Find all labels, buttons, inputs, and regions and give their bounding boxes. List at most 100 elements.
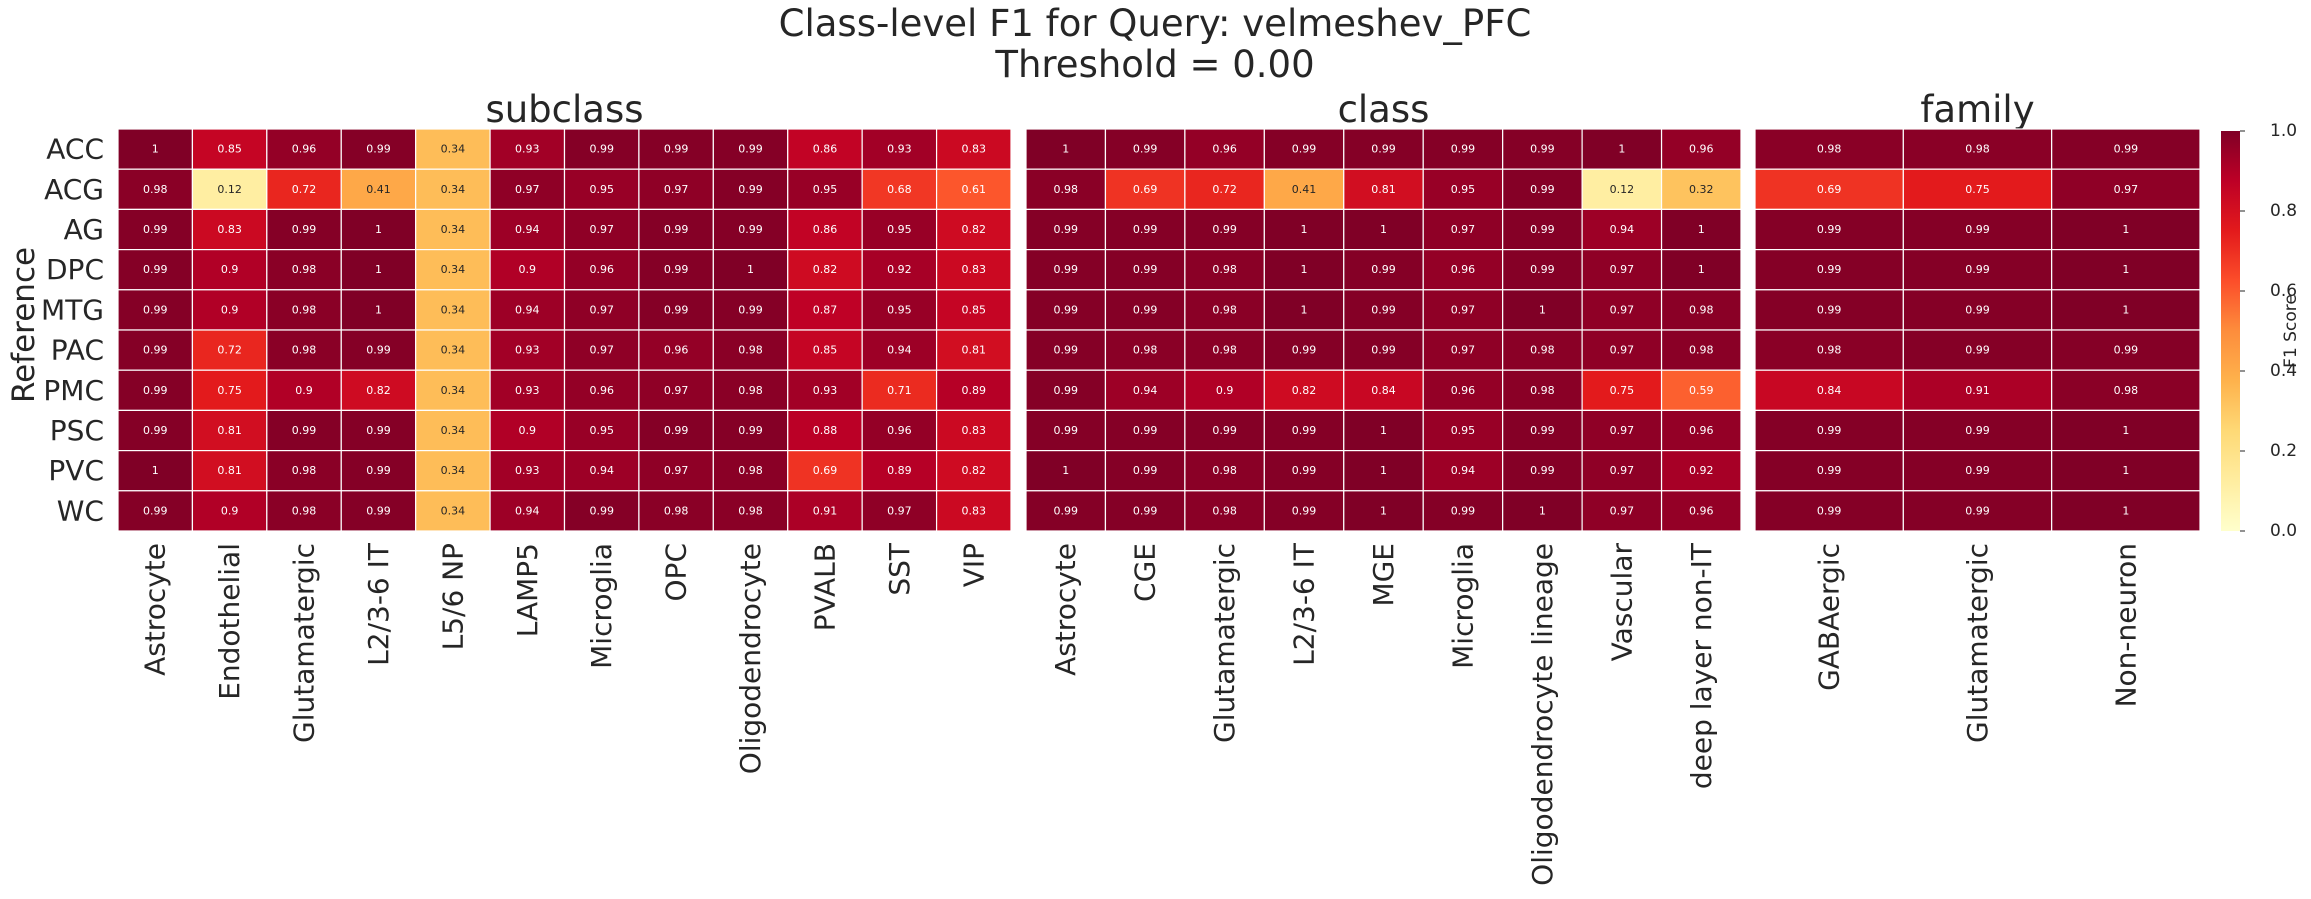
heatmap-cell (861, 168, 938, 210)
cell-value-label: 0.99 (143, 344, 168, 357)
cell-value-label: 0.94 (515, 303, 540, 316)
cell-value-label: 0.98 (292, 303, 317, 316)
heatmap-cell (1902, 450, 2053, 492)
cell-value-label: 0.85 (962, 303, 987, 316)
cell-value-label: 0.34 (441, 424, 466, 437)
cell-value-label: 0.97 (589, 344, 614, 357)
cell-value-label: 0.97 (1610, 263, 1635, 276)
column-label: OPC (660, 543, 693, 601)
cell-value-label: 1 (2122, 223, 2129, 236)
cell-value-label: 0.81 (217, 464, 242, 477)
cell-value-label: 0.99 (366, 464, 391, 477)
cell-value-label: 0.93 (515, 384, 540, 397)
cell-value-label: 0.99 (143, 263, 168, 276)
cell-value-label: 1 (375, 223, 382, 236)
cell-value-label: 0.99 (1451, 504, 1476, 517)
heatmap-cell (712, 168, 789, 210)
heatmap-cell (787, 128, 863, 170)
cell-value-label: 0.96 (1451, 384, 1476, 397)
cell-value-label: 0.81 (962, 344, 987, 357)
heatmap-cell (415, 409, 491, 452)
heatmap-cell (1343, 490, 1424, 532)
heatmap-cell (489, 369, 566, 412)
cell-value-label: 0.97 (2114, 183, 2139, 196)
cell-value-label: 0.99 (1530, 183, 1555, 196)
column-label: LAMP5 (511, 543, 544, 637)
heatmap-cell (861, 450, 938, 492)
cell-value-label: 0.59 (1689, 384, 1714, 397)
heatmap-cell (191, 369, 268, 412)
column-label: Glutamatergic (1208, 543, 1241, 743)
cell-value-label: 0.34 (441, 384, 466, 397)
row-label: PSC (50, 414, 104, 447)
column-label: L5/6 NP (436, 543, 469, 650)
cell-value-label: 0.98 (1053, 183, 1078, 196)
cell-value-label: 1 (1380, 464, 1387, 477)
chart-title-line1: Class-level F1 for Query: velmeshev_PFC (779, 2, 1532, 45)
cell-value-label: 0.41 (1292, 183, 1317, 196)
cell-value-label: 0.86 (813, 143, 838, 156)
cell-value-label: 0.98 (1817, 143, 1842, 156)
column-label: VIP (957, 543, 990, 587)
heatmap-cell (2051, 369, 2201, 412)
cell-value-label: 0.69 (813, 464, 838, 477)
cell-value-label: 0.95 (813, 183, 838, 196)
cell-value-label: 0.34 (441, 263, 466, 276)
cell-value-label: 0.94 (1451, 464, 1476, 477)
heatmap-cell (340, 450, 417, 492)
cell-value-label: 1 (1539, 504, 1546, 517)
cell-value-label: 0.97 (1610, 424, 1635, 437)
heatmap-cell (489, 168, 566, 210)
cell-value-label: 0.99 (1133, 464, 1158, 477)
heatmap-cell (787, 329, 863, 371)
heatmap-cell (2051, 450, 2201, 492)
cell-value-label: 0.95 (887, 303, 912, 316)
cell-value-label: 0.83 (962, 263, 987, 276)
cell-value-label: 0.81 (217, 424, 242, 437)
cell-value-label: 1 (1698, 263, 1705, 276)
cell-value-label: 0.99 (1965, 263, 1990, 276)
column-label: L2/3-6 IT (1288, 542, 1321, 666)
cell-value-label: 0.98 (1817, 344, 1842, 357)
cell-value-label: 0.99 (366, 143, 391, 156)
heatmap-cell (1025, 450, 1107, 492)
cell-value-label: 0.99 (1965, 303, 1990, 316)
heatmap-cell (638, 289, 714, 331)
heatmap-cell (2051, 208, 2201, 251)
heatmap-cell (1422, 168, 1504, 210)
heatmap-cell (1184, 168, 1265, 210)
cell-value-label: 0.99 (664, 223, 689, 236)
heatmap-cell (266, 450, 342, 492)
cell-value-label: 0.71 (887, 384, 912, 397)
cell-value-label: 0.97 (1610, 344, 1635, 357)
colorbar-tick-label: 1.0 (2270, 121, 2297, 141)
cell-value-label: 0.34 (441, 223, 466, 236)
cell-value-label: 0.93 (515, 143, 540, 156)
cell-value-label: 1 (1301, 263, 1308, 276)
cell-value-label: 0.9 (1216, 384, 1234, 397)
heatmap-cell (1422, 289, 1504, 331)
heatmap-cell (1263, 490, 1345, 532)
cell-value-label: 0.85 (813, 344, 838, 357)
cell-value-label: 0.98 (1689, 303, 1714, 316)
cell-value-label: 0.99 (1371, 263, 1396, 276)
cell-value-label: 0.99 (1371, 344, 1396, 357)
column-label: Microglia (1446, 543, 1479, 669)
cell-value-label: 0.99 (1530, 143, 1555, 156)
heatmap-cell (2051, 329, 2201, 371)
heatmap-panel-subclass: subclass 1 0.85 0.96 0.99 0.34 0.93 0.99 0.99 0.9… (117, 88, 1012, 774)
heatmap-cell (1660, 409, 1742, 452)
cell-value-label: 0.95 (1451, 183, 1476, 196)
heatmap-cell (1025, 208, 1107, 251)
cell-value-label: 0.99 (1530, 424, 1555, 437)
heatmap-cell (1502, 450, 1583, 492)
heatmap-cell (117, 289, 194, 331)
cell-value-label: 0.84 (1371, 384, 1396, 397)
cell-value-label: 0.99 (1053, 504, 1078, 517)
cell-value-label: 0.92 (887, 263, 912, 276)
cell-value-label: 0.89 (962, 384, 987, 397)
cell-value-label: 0.82 (366, 384, 391, 397)
cell-value-label: 0.99 (366, 504, 391, 517)
column-label: Microglia (585, 543, 618, 669)
cell-value-label: 0.99 (1530, 464, 1555, 477)
